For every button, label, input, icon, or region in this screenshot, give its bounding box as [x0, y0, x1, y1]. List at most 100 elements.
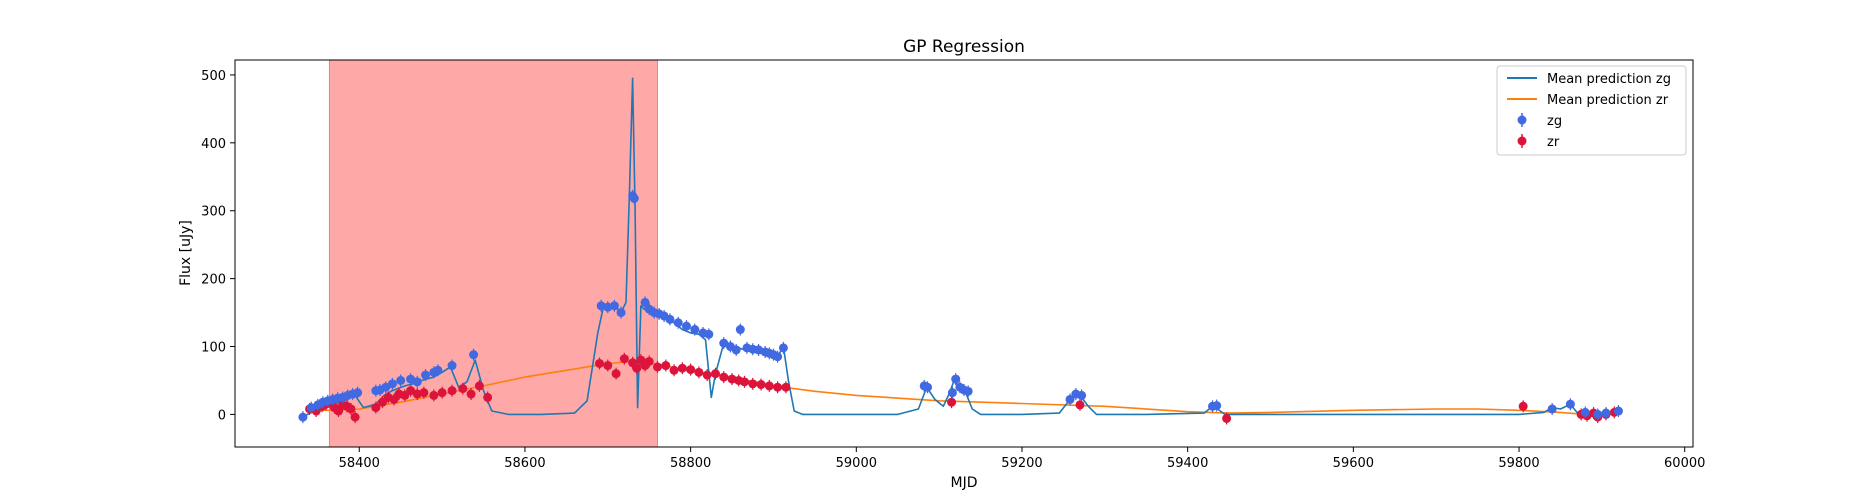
- data-point: [735, 325, 745, 335]
- legend: Mean prediction zg Mean prediction zr zg…: [1496, 65, 1687, 156]
- x-tick-label: 60000: [1664, 456, 1705, 471]
- data-point: [677, 363, 687, 373]
- data-point: [731, 345, 741, 355]
- data-point: [719, 372, 729, 382]
- data-point: [419, 388, 429, 398]
- data-point: [773, 352, 783, 362]
- legend-swatch-zg-marker: [1517, 115, 1527, 125]
- legend-label-zr-points: zr: [1547, 135, 1560, 150]
- data-point: [609, 301, 619, 311]
- data-point: [652, 362, 662, 372]
- y-axis-label: Flux [uJy]: [178, 220, 194, 286]
- data-point: [781, 382, 791, 392]
- data-point: [611, 369, 621, 379]
- data-point: [704, 329, 714, 339]
- y-tick-label: 400: [201, 137, 226, 152]
- legend-box: [1496, 65, 1687, 156]
- series-mean-prediction-zr: [309, 360, 1619, 416]
- axes-frame: [234, 59, 1694, 448]
- data-point: [1212, 401, 1222, 411]
- data-point: [483, 392, 493, 402]
- x-tick-label: 58800: [670, 456, 711, 471]
- x-tick-label: 59800: [1498, 456, 1539, 471]
- x-tick-label: 59600: [1333, 456, 1374, 471]
- y-tick-label: 200: [201, 273, 226, 288]
- data-point: [923, 382, 933, 392]
- x-tick-label: 59200: [1001, 456, 1042, 471]
- x-tick-label: 59000: [836, 456, 877, 471]
- data-point: [371, 403, 381, 413]
- y-tick-label: 300: [201, 205, 226, 220]
- data-point: [778, 343, 788, 353]
- data-point: [1075, 400, 1085, 410]
- data-point: [619, 354, 629, 364]
- data-point: [1580, 407, 1590, 417]
- data-point: [669, 365, 679, 375]
- data-point: [690, 325, 700, 335]
- data-point: [1601, 408, 1611, 418]
- data-point: [644, 356, 654, 366]
- data-point: [469, 350, 479, 360]
- data-point: [346, 404, 356, 414]
- data-point: [1065, 394, 1075, 404]
- data-point: [739, 377, 749, 387]
- data-point: [963, 386, 973, 396]
- data-point: [951, 374, 961, 384]
- data-point: [1077, 390, 1087, 400]
- x-axis-label: MJD: [951, 475, 978, 491]
- x-tick-label: 58400: [339, 456, 380, 471]
- data-point: [381, 382, 391, 392]
- data-point: [412, 377, 422, 387]
- data-point: [350, 412, 360, 422]
- data-point: [421, 370, 431, 380]
- data-point: [748, 379, 758, 389]
- data-point: [396, 375, 406, 385]
- x-axis-ticks: 58400 58600 58800 59000 59200 59400 59600 59800…: [339, 447, 1705, 471]
- data-point: [474, 381, 484, 391]
- series-line: [309, 360, 1619, 416]
- data-point: [1222, 413, 1232, 423]
- data-point: [947, 397, 957, 407]
- data-point: [429, 390, 439, 400]
- legend-label-zg-line: Mean prediction zg: [1547, 72, 1671, 87]
- data-point: [595, 358, 604, 368]
- data-point: [458, 384, 468, 394]
- data-point: [694, 367, 704, 377]
- data-point: [632, 363, 642, 373]
- data-point: [686, 365, 696, 375]
- data-point: [406, 386, 416, 396]
- data-point: [1547, 404, 1557, 414]
- data-point: [756, 380, 766, 390]
- data-point: [1565, 399, 1575, 409]
- legend-label-zg-points: zg: [1547, 114, 1562, 129]
- y-tick-label: 0: [218, 408, 226, 423]
- data-point: [447, 386, 457, 396]
- data-point: [947, 388, 957, 398]
- series-zg: [298, 189, 1623, 424]
- data-point: [640, 297, 650, 307]
- legend-label-zr-line: Mean prediction zr: [1547, 93, 1669, 108]
- data-point: [437, 388, 447, 398]
- y-tick-label: 100: [201, 341, 226, 356]
- data-point: [1518, 401, 1528, 411]
- data-point: [387, 379, 397, 389]
- data-point: [673, 318, 683, 328]
- data-point: [433, 365, 443, 375]
- data-point: [353, 388, 363, 398]
- data-point: [298, 412, 308, 422]
- highlight-region: [328, 59, 658, 448]
- data-point: [702, 370, 712, 380]
- data-point: [616, 308, 626, 318]
- data-point: [447, 361, 457, 371]
- data-point: [629, 194, 639, 204]
- y-tick-label: 500: [201, 69, 226, 84]
- data-point: [764, 381, 774, 391]
- data-point: [665, 314, 675, 324]
- plot-area: [234, 59, 1694, 448]
- data-point: [719, 338, 729, 348]
- data-point: [603, 361, 613, 371]
- chart-title: GP Regression: [903, 37, 1025, 57]
- x-tick-label: 59400: [1167, 456, 1208, 471]
- data-point: [661, 361, 671, 371]
